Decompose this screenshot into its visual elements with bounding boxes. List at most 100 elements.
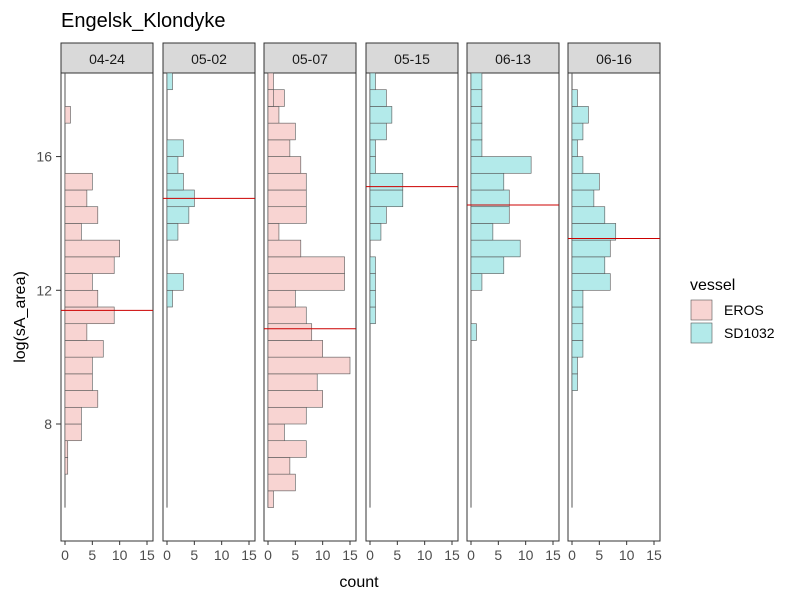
histogram-bar <box>571 206 606 224</box>
x-tick-label: 15 <box>545 547 561 563</box>
histogram-bar <box>369 289 376 308</box>
histogram-bar <box>267 406 307 425</box>
histogram-bar <box>571 273 611 291</box>
panel-border <box>466 72 560 542</box>
histogram-bar <box>470 139 483 157</box>
x-tick-label: 5 <box>393 547 401 563</box>
histogram-bar <box>571 356 578 375</box>
facet-panel-05-15: 05-15 0 5 10 15 <box>365 42 460 563</box>
facet-strip <box>466 42 560 74</box>
histogram-bar <box>267 390 323 408</box>
x-tick-label: 0 <box>264 547 272 563</box>
histogram-bar <box>369 273 376 291</box>
x-tick-label: 10 <box>214 547 230 563</box>
histogram-bar <box>571 373 578 391</box>
histogram-bar <box>166 72 173 91</box>
histogram-bar <box>267 89 274 107</box>
facet-strip <box>365 42 459 74</box>
histogram-bar <box>166 172 184 191</box>
facet-panel-04-24: 04-24 0 5 10 15 <box>60 42 155 563</box>
facet-strip-label: 05-07 <box>292 51 328 67</box>
histogram-bar <box>166 273 184 291</box>
histogram-bar <box>369 223 382 241</box>
histogram-bar <box>369 156 376 174</box>
x-tick-label: 0 <box>467 547 475 563</box>
histogram-bar <box>166 223 179 241</box>
histogram-bar <box>64 289 99 308</box>
histogram-bar <box>166 156 179 174</box>
panel-border <box>162 72 256 542</box>
x-axis-title: count <box>339 574 379 591</box>
facet-strip-label: 04-24 <box>89 51 125 67</box>
histogram-bar <box>64 206 99 224</box>
histogram-bar <box>571 256 606 274</box>
histogram-bar <box>369 89 387 107</box>
x-tick-label: 10 <box>518 547 534 563</box>
histogram-bar <box>267 306 307 325</box>
histogram-bar <box>571 172 600 191</box>
histogram-bar <box>369 306 376 325</box>
histogram-bar <box>267 373 318 391</box>
facet-strip-label: 06-13 <box>495 51 531 67</box>
histogram-bar <box>267 156 302 174</box>
panel-border <box>567 72 661 542</box>
histogram-bar <box>267 289 296 308</box>
x-tick-label: 0 <box>163 547 171 563</box>
histogram-bar <box>470 206 510 224</box>
histogram-bar <box>470 72 483 91</box>
histogram-bar <box>571 289 584 308</box>
x-tick-label: 5 <box>595 547 603 563</box>
x-tick-label: 15 <box>444 547 460 563</box>
histogram-bar <box>470 273 483 291</box>
histogram-bar <box>470 122 483 141</box>
histogram-bar <box>369 256 376 274</box>
histogram-bar <box>267 490 274 508</box>
histogram-bar <box>369 106 393 124</box>
histogram-bar <box>571 89 578 107</box>
x-tick-label: 5 <box>291 547 299 563</box>
legend-items: EROS SD1032 <box>690 299 775 344</box>
x-tick-label: 10 <box>315 547 331 563</box>
facet-panel-06-16: 06-16 0 5 10 15 <box>567 42 662 563</box>
x-tick-label: 10 <box>112 547 128 563</box>
histogram-bar <box>267 457 291 475</box>
histogram-bar <box>64 340 104 358</box>
histogram-bar <box>64 440 69 458</box>
histogram-bar <box>571 106 589 124</box>
histogram-bar <box>64 356 93 375</box>
histogram-bar <box>470 89 483 107</box>
histogram-bar <box>267 139 291 157</box>
legend: vessel EROS SD1032 <box>690 277 775 344</box>
legend-title: vessel <box>690 277 735 294</box>
histogram-bar <box>267 172 307 191</box>
histogram-bar <box>571 189 595 208</box>
legend-key-eros <box>690 299 713 321</box>
histogram-bar <box>267 223 280 241</box>
x-tick-label: 0 <box>366 547 374 563</box>
histogram-bar <box>64 423 82 442</box>
facet-strip-label: 05-15 <box>394 51 430 67</box>
y-tick-label: 16 <box>36 149 52 165</box>
histogram-bar <box>166 206 190 224</box>
histogram-bar <box>470 189 510 208</box>
y-tick-label: 12 <box>36 282 52 298</box>
panel-border <box>365 72 459 542</box>
facet-strip-label: 06-16 <box>596 51 632 67</box>
histogram-bar <box>64 323 88 341</box>
y-axis-title: log(sA_area) <box>12 271 29 363</box>
histogram-bar <box>64 172 93 191</box>
legend-label-eros: EROS <box>724 302 764 318</box>
facet-panel-05-02: 05-02 0 5 10 15 <box>162 42 257 563</box>
facet-strip-label: 05-02 <box>191 51 227 67</box>
facet-panel-05-07: 05-07 0 5 10 15 <box>263 42 358 563</box>
histogram-bar <box>267 106 280 124</box>
facet-panel-06-13: 06-13 0 5 10 15 <box>466 42 561 563</box>
histogram-bar <box>267 206 307 224</box>
histogram-bar <box>571 239 611 258</box>
histogram-bar <box>369 206 387 224</box>
x-tick-label: 15 <box>139 547 155 563</box>
histogram-bar <box>571 156 584 174</box>
histogram-bar <box>64 189 88 208</box>
